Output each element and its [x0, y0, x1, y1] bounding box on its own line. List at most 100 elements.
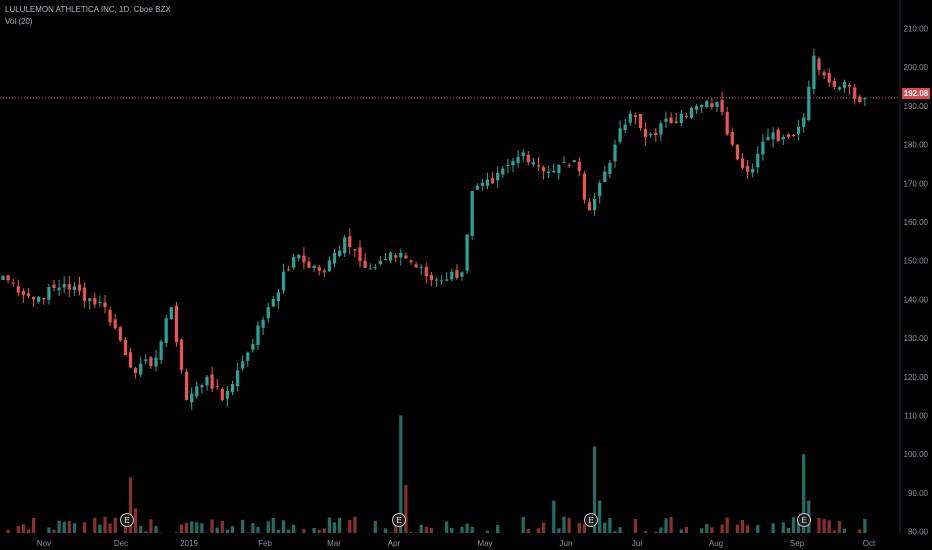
candle-body: [776, 129, 780, 142]
earnings-marker-circle: [392, 513, 406, 527]
candle-body: [791, 135, 796, 137]
candle-body: [679, 113, 683, 124]
candle-body: [302, 255, 306, 263]
time-tick-label: Oct: [863, 539, 876, 548]
volume-bar: [603, 522, 607, 533]
volume-bar: [128, 477, 133, 533]
candle-body: [628, 113, 632, 123]
candle-body: [547, 171, 551, 173]
candle-body: [37, 296, 41, 302]
volume-bar: [108, 523, 112, 533]
earnings-marker-label: E: [396, 516, 401, 525]
price-tick-label: 190.00: [904, 102, 929, 111]
candle-body: [450, 271, 454, 280]
candle-body: [98, 302, 102, 304]
time-tick-label: 2019: [180, 539, 198, 548]
volume-bar: [190, 521, 194, 533]
candle-body: [409, 260, 413, 263]
candle-body: [445, 279, 449, 281]
volume-bar: [404, 485, 408, 533]
candle-body: [638, 113, 643, 129]
candle-body: [399, 252, 403, 258]
volume-bar: [562, 516, 566, 533]
volume-bar: [210, 519, 214, 533]
candle-body: [608, 162, 612, 174]
candle-body: [562, 161, 566, 163]
volume-bar: [215, 527, 219, 533]
time-axis[interactable]: Nov Dec 2019 Feb Mar Apr May Jun Jul Aug Sep Oct: [37, 539, 876, 548]
last-price-label: 192.08: [902, 88, 930, 99]
candle-body: [705, 100, 709, 108]
candle-body: [756, 153, 760, 168]
volume-bar: [123, 521, 127, 533]
volume-bar: [72, 523, 76, 533]
candle-body: [281, 271, 286, 291]
candle-body: [389, 252, 393, 261]
candle-body: [725, 112, 729, 135]
volume-bar: [526, 529, 530, 533]
candle-body: [797, 126, 801, 134]
candle-body: [659, 123, 663, 135]
candle-body: [77, 284, 82, 291]
candle-body: [526, 154, 530, 163]
candle-body: [220, 388, 224, 401]
candle-body: [730, 131, 734, 145]
volume-bar: [256, 526, 260, 533]
candle-body: [613, 144, 617, 162]
candle-body: [837, 87, 841, 90]
price-tick-label: 210.00: [904, 25, 929, 34]
price-tick-label: 140.00: [904, 295, 929, 304]
volume-bar: [644, 531, 648, 533]
candle-body: [287, 269, 291, 271]
candle-body: [327, 260, 331, 272]
candle-body: [496, 172, 500, 181]
candle-body: [715, 102, 719, 107]
candle-body: [587, 202, 592, 211]
volume-bar: [225, 529, 229, 533]
volume-bar: [797, 518, 801, 533]
time-tick-label: Sep: [790, 539, 805, 548]
candle-body: [169, 307, 173, 320]
candle-body: [567, 164, 571, 166]
candle-body: [26, 293, 31, 297]
volume-bar: [139, 525, 143, 533]
price-axis[interactable]: 210.00 200.00 190.00 180.00 170.00 160.00 150.…: [904, 25, 929, 537]
candle-body: [149, 357, 153, 367]
volume-bar: [786, 527, 790, 533]
volume-bar: [21, 524, 25, 533]
volume-bar: [276, 529, 280, 533]
candle-body: [623, 124, 627, 131]
candle-body: [516, 156, 520, 163]
candle-body: [123, 340, 127, 356]
candle-body: [322, 270, 326, 273]
candle-body: [485, 179, 490, 186]
volume-bar: [62, 521, 66, 533]
candle-body: [470, 191, 474, 236]
candle-body: [174, 305, 178, 342]
candle-body: [822, 72, 826, 76]
candle-body: [761, 141, 765, 155]
candle-body: [363, 260, 367, 268]
candle-body: [159, 341, 163, 361]
candle-body: [598, 183, 602, 197]
volume-bar: [735, 524, 739, 533]
candle-body: [154, 357, 158, 367]
volume-bar: [837, 521, 841, 533]
candle-body: [261, 319, 265, 328]
candle-body: [113, 319, 117, 329]
price-tick-label: 110.00: [904, 412, 928, 421]
candle-body: [32, 297, 36, 300]
candle-body: [572, 160, 576, 163]
price-tick-label: 170.00: [904, 179, 929, 188]
volume-indicator-label[interactable]: Vol (20): [5, 17, 33, 26]
candle-body: [368, 268, 372, 270]
earnings-marker-label: E: [124, 516, 129, 525]
time-tick-label: Dec: [114, 539, 128, 548]
volume-bar: [47, 527, 51, 533]
volume-bar: [83, 522, 87, 533]
candle-body: [720, 99, 724, 113]
volume-bar: [654, 531, 658, 533]
volume-bar: [332, 522, 337, 533]
